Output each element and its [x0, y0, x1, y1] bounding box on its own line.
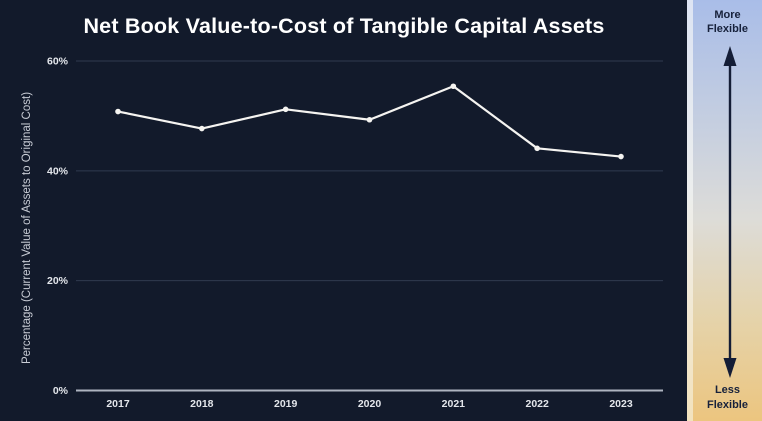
- data-point: [366, 116, 373, 123]
- less-flexible-label: Less Flexible: [707, 384, 748, 411]
- y-tick-label: 60%: [47, 56, 69, 68]
- data-point: [618, 153, 624, 160]
- x-tick-label: 2020: [358, 398, 382, 410]
- panel-divider: [687, 0, 693, 421]
- chart-panel: 0% 20% 40% 60% 2017 2018 2019 2020 2021 2022 2023 …: [21, 14, 663, 410]
- data-point: [199, 125, 205, 132]
- flexibility-scale-panel: More Flexible Less Flexible: [693, 0, 762, 421]
- line-chart: 0% 20% 40% 60% 2017 2018 2019 2020 2021 2022 2023: [47, 56, 663, 410]
- y-tick-label: 20%: [47, 275, 69, 287]
- x-tick-label: 2021: [442, 398, 466, 410]
- data-point: [450, 83, 457, 90]
- x-tick-label: 2022: [525, 398, 549, 410]
- chart-title: Net Book Value-to-Cost of Tangible Capit…: [83, 14, 605, 38]
- y-axis-title: Percentage (Current Value of Assets to O…: [21, 91, 33, 365]
- data-point: [115, 108, 121, 115]
- y-tick-label: 40%: [47, 165, 69, 177]
- x-tick-label: 2017: [106, 398, 130, 410]
- x-tick-label: 2019: [274, 398, 298, 410]
- x-tick-label: 2023: [609, 398, 633, 410]
- x-tick-label: 2018: [190, 398, 214, 410]
- y-tick-label: 0%: [53, 385, 69, 397]
- more-flexible-label: More Flexible: [707, 9, 748, 36]
- data-point: [534, 145, 540, 152]
- flexibility-arrow-icon: [723, 46, 737, 378]
- data-point: [282, 106, 289, 113]
